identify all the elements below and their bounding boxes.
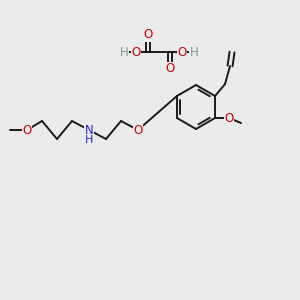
Text: O: O	[131, 46, 141, 59]
Text: O: O	[224, 112, 234, 124]
Text: O: O	[165, 62, 175, 76]
Text: H: H	[85, 135, 93, 145]
Text: O: O	[22, 124, 32, 136]
Text: O: O	[143, 28, 153, 41]
Text: H: H	[120, 46, 128, 59]
Text: N: N	[85, 124, 93, 136]
Text: O: O	[134, 124, 142, 136]
Text: O: O	[177, 46, 187, 59]
Text: H: H	[190, 46, 198, 59]
